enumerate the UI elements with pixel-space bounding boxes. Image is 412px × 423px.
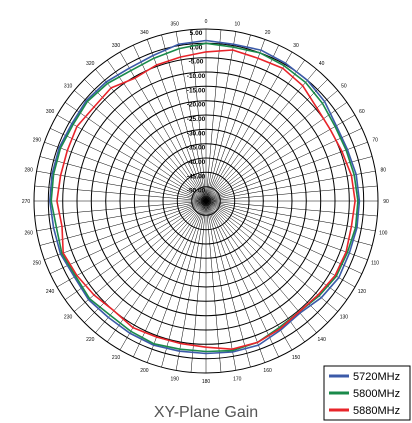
angle-tick-label: 50	[341, 83, 347, 89]
radial-tick-label: 0.00	[190, 44, 203, 51]
angle-tick-label: 330	[112, 43, 121, 49]
radial-tick-label: -40.00	[187, 159, 206, 166]
polar-grid	[33, 28, 379, 374]
angle-tick-label: 290	[33, 137, 42, 143]
grid-ring	[191, 186, 221, 216]
angle-tick-label: 40	[319, 61, 325, 67]
angle-tick-label: 260	[25, 230, 34, 236]
radial-tick-label: -45.00	[187, 173, 206, 180]
angle-tick-label: 70	[372, 137, 378, 143]
angle-tick-label: 140	[318, 337, 327, 343]
radial-tick-label: -30.00	[187, 130, 206, 137]
radial-tick-label: -15.00	[187, 87, 206, 94]
radial-tick-label: -20.00	[187, 102, 206, 109]
angle-labels: 0 10 20 30 40 50 60 70 80 90 100 110 120 130 140 150 160…	[22, 19, 389, 385]
radial-labels: 5.00 0.00 -5.00 -10.00 -15.00 -20.00 -25.00 -30…	[187, 30, 206, 195]
angle-tick-label: 20	[265, 30, 271, 36]
angle-tick-label: 310	[64, 83, 73, 89]
angle-tick-label: 80	[381, 168, 387, 174]
radial-tick-label: -25.00	[187, 116, 206, 123]
grid-ring	[133, 128, 279, 274]
grid-ring	[162, 157, 250, 245]
angle-tick-label: 90	[383, 199, 389, 205]
radial-tick-label: -35.00	[187, 145, 206, 152]
legend: 5720MHz 5800MHz 5880MHz	[323, 365, 411, 421]
radial-tick-label: -50.00	[187, 188, 206, 195]
angle-tick-label: 150	[292, 355, 301, 361]
grid-ring	[90, 85, 322, 317]
angle-tick-label: 210	[112, 355, 121, 361]
series-line-5880MHz	[56, 49, 356, 351]
angle-tick-label: 270	[22, 199, 31, 205]
series-layer	[48, 39, 361, 355]
angle-tick-label: 0	[205, 19, 208, 25]
angle-tick-label: 340	[140, 30, 149, 36]
radial-tick-label: -10.00	[187, 73, 206, 80]
angle-tick-label: 220	[86, 337, 95, 343]
grid-ring	[76, 71, 336, 331]
angle-tick-label: 180	[202, 379, 211, 385]
grid-ring	[33, 28, 379, 374]
angle-tick-label: 100	[379, 230, 388, 236]
angle-tick-label: 280	[25, 168, 34, 174]
angle-tick-label: 120	[358, 289, 367, 295]
angle-tick-label: 230	[64, 315, 73, 321]
angle-tick-label: 350	[171, 22, 180, 28]
legend-label: 5720MHz	[353, 371, 400, 383]
grid-ring	[119, 114, 293, 288]
legend-label: 5800MHz	[353, 388, 400, 400]
angle-tick-label: 300	[46, 109, 55, 115]
angle-tick-label: 170	[233, 376, 242, 382]
series-line-5720MHz	[48, 39, 361, 355]
angle-tick-label: 130	[340, 315, 349, 321]
angle-tick-label: 200	[140, 368, 149, 374]
grid-ring	[176, 171, 236, 231]
series-line-5800MHz	[50, 42, 359, 353]
radial-tick-label: 5.00	[190, 30, 203, 37]
grid-ring	[148, 143, 264, 259]
angle-tick-label: 110	[371, 261, 379, 267]
angle-tick-label: 160	[263, 368, 272, 374]
legend-label: 5880MHz	[353, 405, 400, 417]
angle-tick-label: 190	[171, 376, 180, 382]
angle-tick-label: 320	[86, 61, 95, 67]
angle-tick-label: 250	[33, 261, 42, 267]
chart-title: XY-Plane Gain	[154, 404, 258, 421]
angle-tick-label: 60	[359, 109, 365, 115]
angle-tick-label: 10	[235, 22, 241, 28]
angle-tick-label: 240	[46, 289, 55, 295]
grid-ring	[105, 100, 307, 302]
radial-tick-label: -5.00	[189, 59, 204, 66]
grid-ring	[62, 57, 350, 345]
angle-tick-label: 30	[293, 43, 299, 49]
